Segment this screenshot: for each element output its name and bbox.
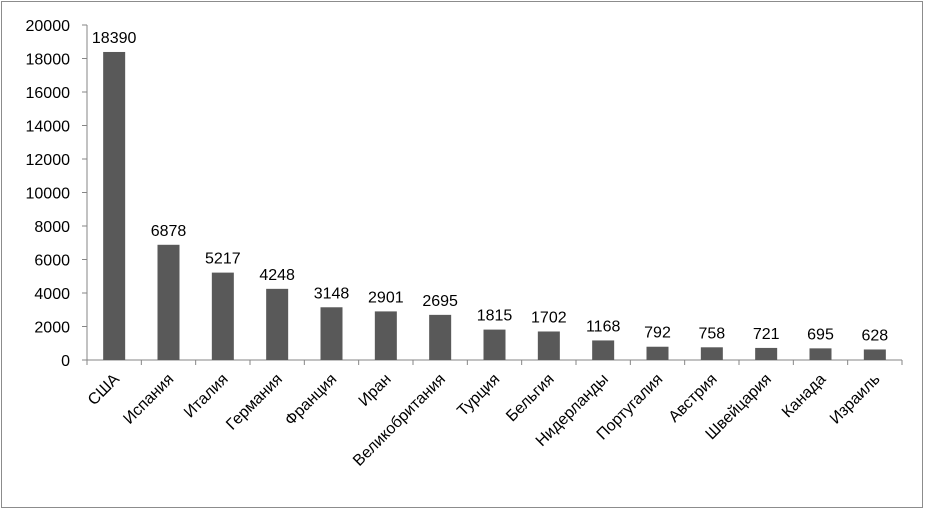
y-tick-label: 14000 — [26, 119, 71, 136]
data-label: 695 — [807, 326, 834, 343]
category-label: Канада — [779, 371, 829, 421]
y-tick-label: 4000 — [34, 286, 70, 303]
y-tick-label: 6000 — [34, 253, 70, 270]
bar — [863, 349, 886, 360]
y-tick-label: 12000 — [26, 152, 71, 169]
bar — [374, 311, 397, 360]
data-label: 1168 — [586, 318, 621, 335]
data-label: 5217 — [205, 251, 241, 268]
category-label: Бельгия — [503, 371, 557, 425]
y-tick-label: 8000 — [34, 219, 70, 236]
axes: 0 2000 4000 6000 8000 10000 12000 14000 16000 180… — [26, 18, 903, 370]
y-tick-label: 18000 — [26, 52, 71, 69]
data-label: 3148 — [314, 285, 350, 302]
bar — [755, 347, 778, 360]
category-label: Израиль — [827, 371, 884, 428]
bar — [320, 307, 343, 360]
bar — [537, 331, 560, 360]
data-label: 758 — [698, 325, 725, 342]
bar — [483, 329, 506, 360]
data-label: 1815 — [477, 308, 513, 325]
bar — [809, 348, 832, 360]
category-label: США — [85, 371, 123, 409]
y-tick-label: 0 — [61, 353, 70, 370]
bar — [266, 288, 289, 360]
y-tick-label: 10000 — [26, 186, 71, 203]
category-label: Иран — [356, 371, 395, 410]
labels: 18390 США 6878 Испания 5217 Италия 4248 Германи… — [85, 30, 888, 470]
data-label: 2901 — [368, 289, 404, 306]
y-tick-label: 20000 — [26, 18, 71, 35]
bar — [429, 314, 452, 360]
category-label: Турция — [454, 371, 503, 420]
bar — [700, 347, 723, 360]
y-tick-label: 2000 — [34, 320, 70, 337]
data-label: 18390 — [92, 30, 137, 47]
data-label: 721 — [753, 326, 780, 343]
data-label: 1702 — [531, 309, 567, 326]
bar — [646, 346, 669, 360]
category-label: Франция — [282, 371, 340, 429]
data-label: 4248 — [259, 267, 295, 284]
bar — [592, 340, 615, 360]
data-label: 628 — [861, 327, 888, 344]
data-label: 6878 — [151, 223, 187, 240]
bar — [157, 244, 180, 360]
bars — [103, 51, 886, 360]
category-label: Италия — [181, 371, 232, 422]
data-label: 792 — [644, 325, 671, 342]
category-label: Испания — [120, 371, 177, 428]
data-label: 2695 — [422, 293, 458, 310]
y-tick-label: 16000 — [26, 85, 71, 102]
category-label: Германия — [223, 371, 286, 434]
category-label: Великобритания — [350, 371, 449, 470]
category-label: Австрия — [666, 371, 721, 426]
bar — [211, 272, 234, 360]
bar — [103, 51, 126, 360]
